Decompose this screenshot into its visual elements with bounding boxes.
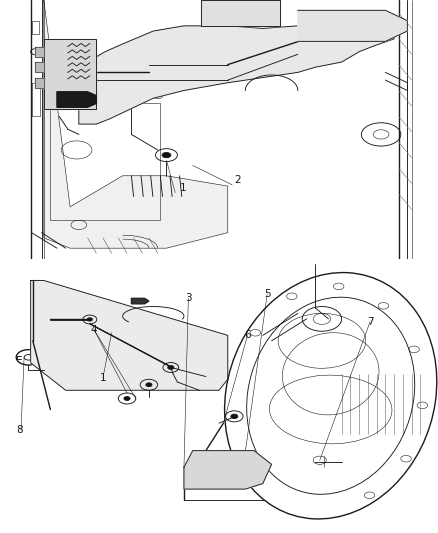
Text: 2: 2 xyxy=(234,175,241,185)
Polygon shape xyxy=(57,92,96,107)
Text: 1: 1 xyxy=(180,183,186,192)
Circle shape xyxy=(87,318,92,321)
Circle shape xyxy=(168,366,174,369)
Circle shape xyxy=(162,70,171,75)
Circle shape xyxy=(162,152,171,158)
Text: 6: 6 xyxy=(244,330,251,341)
Polygon shape xyxy=(35,77,44,88)
Polygon shape xyxy=(184,451,272,489)
Circle shape xyxy=(55,86,63,90)
Circle shape xyxy=(146,383,152,387)
Circle shape xyxy=(55,67,64,72)
Text: 7: 7 xyxy=(367,317,374,327)
Text: 4: 4 xyxy=(91,325,98,335)
Polygon shape xyxy=(131,298,149,304)
Polygon shape xyxy=(35,46,44,57)
Polygon shape xyxy=(44,0,228,248)
Text: 5: 5 xyxy=(264,289,271,299)
Circle shape xyxy=(240,475,246,479)
Polygon shape xyxy=(79,10,394,124)
Circle shape xyxy=(212,478,217,481)
Text: 3: 3 xyxy=(185,293,192,303)
Circle shape xyxy=(124,397,130,400)
Polygon shape xyxy=(35,62,44,72)
Text: 8: 8 xyxy=(16,425,23,435)
Circle shape xyxy=(231,414,238,418)
Circle shape xyxy=(54,49,64,55)
Polygon shape xyxy=(298,10,407,42)
Polygon shape xyxy=(44,39,96,109)
Polygon shape xyxy=(31,280,228,390)
Text: 1: 1 xyxy=(99,373,106,383)
Polygon shape xyxy=(201,0,280,26)
